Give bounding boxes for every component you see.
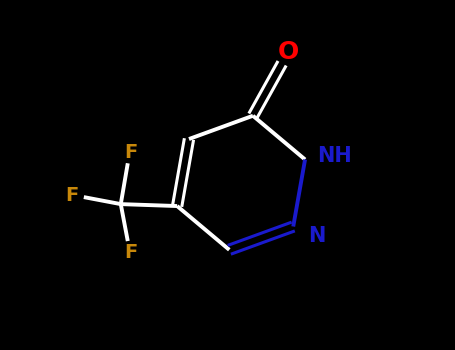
Text: O: O [277, 40, 298, 64]
Text: N: N [308, 226, 325, 246]
Text: F: F [124, 143, 137, 162]
Text: F: F [65, 186, 78, 205]
Text: NH: NH [317, 146, 352, 166]
Text: F: F [124, 243, 137, 262]
